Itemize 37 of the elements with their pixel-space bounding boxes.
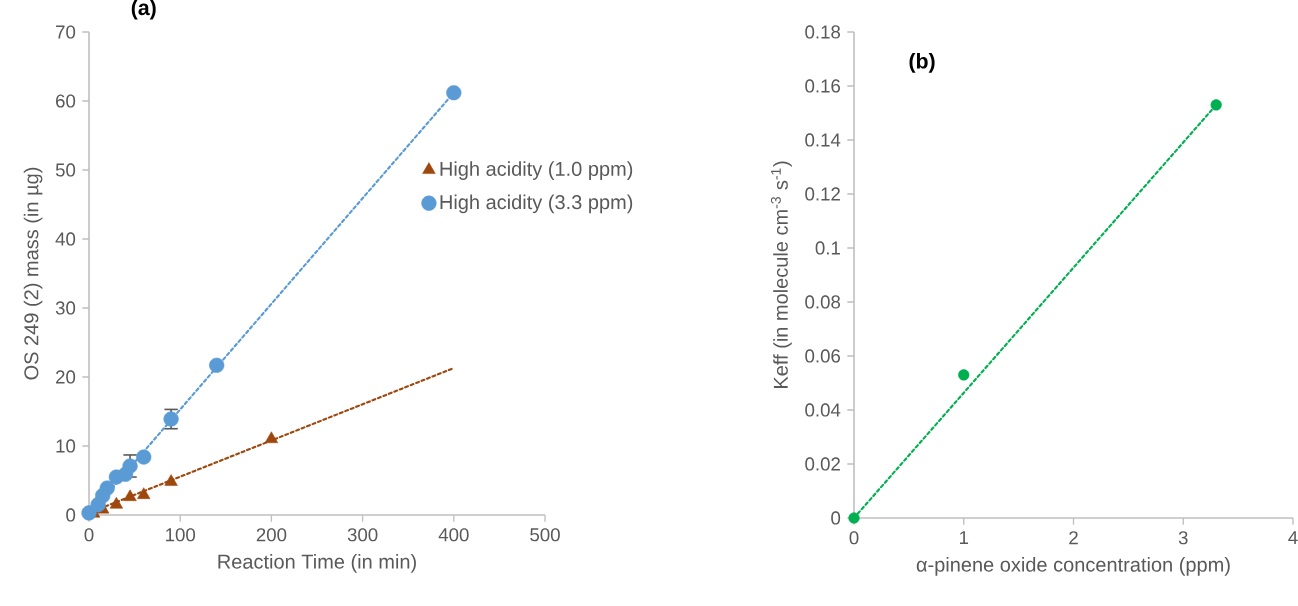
y-tick-label: 0.18 — [805, 25, 841, 39]
x-tick-label: 3 — [1178, 531, 1188, 545]
y-tick-label: 0.16 — [805, 79, 841, 93]
x-axis-title: α-pinene oxide concentration (ppm) — [916, 557, 1230, 576]
x-tick-label: 300 — [347, 528, 378, 542]
legend-label: High acidity (1.0 ppm) — [440, 161, 633, 180]
x-tick-label: 2 — [1069, 531, 1078, 545]
y-tick-label: 60 — [56, 94, 76, 108]
y-tick-label: 0.06 — [805, 349, 841, 363]
x-tick-label: 500 — [530, 528, 560, 542]
y-tick-label: 40 — [55, 232, 76, 246]
x-tick-label: 0 — [849, 531, 859, 545]
y-tick-label: 0.02 — [805, 457, 840, 471]
y-axis-title: Keff (in molecule cm$^{-3}$ s$^{-1}$) — [770, 161, 792, 388]
y-tick-label: 70 — [56, 25, 76, 39]
y-tick-label: 50 — [55, 163, 76, 177]
y-tick-label: 0.14 — [805, 133, 841, 147]
y-tick-label: 10 — [56, 439, 76, 453]
x-tick-label: 1 — [959, 531, 969, 544]
x-tick-label: 0 — [84, 528, 94, 542]
chart-title: (a) — [131, 0, 156, 20]
x-tick-label: 100 — [166, 528, 196, 542]
x-tick-label: 4 — [1288, 531, 1298, 544]
legend-label: High acidity (3.3 ppm) — [440, 194, 633, 214]
y-tick-label: 0.04 — [805, 403, 841, 417]
x-tick-label: 400 — [438, 528, 469, 542]
y-tick-label: 0 — [831, 511, 841, 525]
text: (b) — [909, 52, 935, 73]
y-tick-label: 30 — [55, 301, 76, 315]
y-tick-label: 0.1 — [815, 241, 840, 255]
x-tick-label: 200 — [256, 528, 287, 542]
y-tick-label: 0.12 — [805, 187, 840, 201]
y-tick-label: 20 — [56, 370, 76, 384]
y-axis-title: OS 249 (2) mass (in µg) — [23, 167, 43, 380]
y-tick-label: 0 — [66, 508, 76, 522]
x-axis-title: Reaction Time (in min) — [218, 554, 416, 573]
y-tick-label: 0.08 — [805, 295, 841, 309]
